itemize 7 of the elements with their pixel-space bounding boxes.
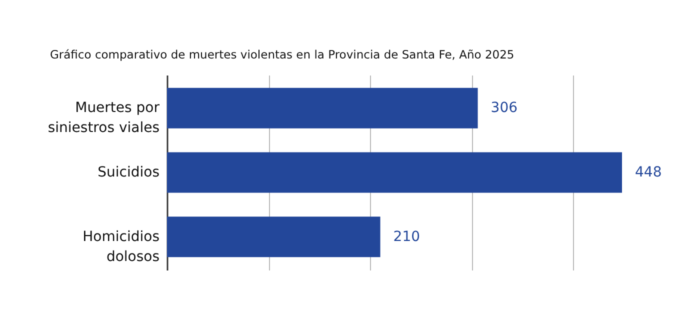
data-label: 306 — [490, 100, 518, 116]
y-tick-label: Muertes por siniestros viales — [48, 100, 160, 136]
data-label: 210 — [393, 228, 420, 245]
chart-title: Gráfico comparativo de muertes violentas en la Provincia de Santa Fe, Año 2025 — [50, 48, 514, 62]
data-label: 448 — [635, 164, 662, 180]
y-tick-label: Suicidios — [98, 164, 160, 180]
y-tick-label: Homicidios dolosos — [82, 228, 160, 265]
